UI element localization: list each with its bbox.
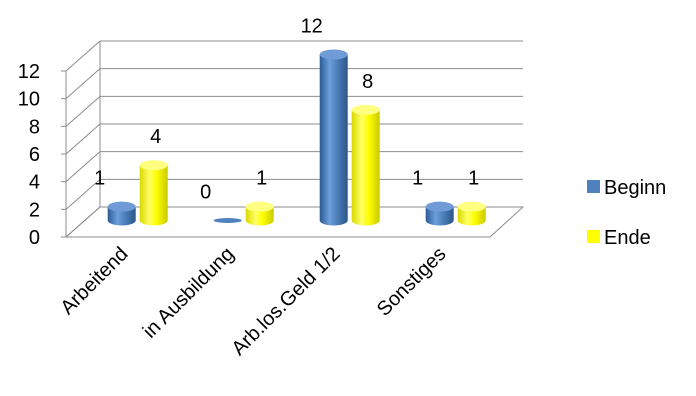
gridline — [65, 123, 523, 155]
x-category-label: Arb.los.Geld 1/2 — [228, 243, 345, 360]
y-tick-label: 6 — [29, 144, 40, 166]
data-label: 0 — [200, 182, 211, 204]
legend-swatch — [587, 230, 600, 243]
bar-beginn-3 — [425, 201, 454, 226]
y-tick-label: 10 — [18, 89, 40, 111]
gridline — [65, 178, 523, 210]
y-tick-label: 8 — [29, 116, 40, 138]
legend-item-beginn: Beginn — [587, 177, 666, 199]
gridline — [65, 40, 523, 72]
x-category-label: Sonstiges — [373, 243, 451, 321]
data-labels: 1 4 0 1 12 8 1 1 — [94, 16, 479, 204]
bar-ende-3 — [457, 201, 486, 226]
bar-beginn-2 — [319, 49, 348, 226]
legend-swatch — [587, 180, 600, 193]
floor — [64, 206, 525, 238]
y-tick-label: 0 — [29, 227, 40, 249]
legend: Beginn Ende — [587, 177, 666, 249]
y-tick-label: 12 — [18, 61, 40, 83]
data-label: 1 — [94, 168, 105, 190]
data-label: 8 — [362, 71, 373, 93]
bar-ende-1 — [245, 201, 274, 226]
bar-beginn-0 — [107, 201, 136, 226]
gridline — [65, 68, 523, 100]
gridline — [65, 95, 523, 127]
x-category-label: in Ausbildung — [139, 243, 239, 343]
legend-label: Beginn — [604, 177, 666, 199]
legend-label: Ende — [604, 227, 651, 249]
data-label: 12 — [301, 16, 323, 38]
data-label: 1 — [468, 168, 479, 190]
y-tick-label: 2 — [29, 199, 40, 221]
bar-ende-2 — [351, 104, 380, 226]
data-label: 1 — [256, 168, 267, 190]
bars — [107, 49, 486, 226]
data-label: 1 — [412, 168, 423, 190]
gridline — [65, 151, 523, 183]
bar-ende-0 — [139, 160, 168, 226]
y-tick-label: 4 — [29, 172, 40, 194]
x-category-label: Arbeitend — [56, 243, 132, 319]
legend-item-ende: Ende — [587, 227, 651, 249]
bar-beginn-1 — [213, 218, 242, 223]
data-label: 4 — [150, 126, 161, 148]
